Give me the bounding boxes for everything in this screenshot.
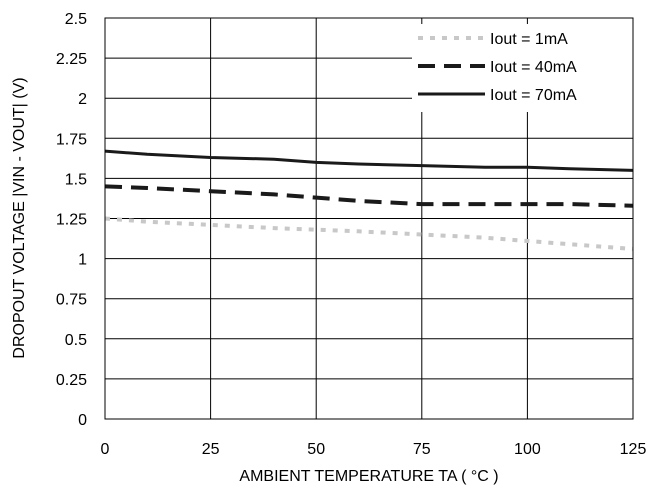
y-tick-labels: 0 0.25 0.5 0.75 1 1.25 1.5 1.75 2 2.25 2.5 [56, 11, 87, 429]
x-tick-label: 75 [413, 441, 431, 458]
series-line-dashed [104, 184, 634, 208]
series-line-dotted [104, 216, 634, 251]
y-tick-label: 2 [78, 91, 87, 108]
x-tick-labels: 0 25 50 75 100 125 [101, 441, 647, 458]
x-tick-label: 50 [307, 441, 325, 458]
series-line-solid [104, 149, 634, 172]
y-tick-label: 1.25 [56, 212, 87, 229]
plot-frame [104, 17, 634, 420]
legend-label: Iout = 70mA [490, 87, 577, 104]
legend-label: Iout = 40mA [490, 59, 577, 76]
y-tick-label: 0.75 [56, 292, 87, 309]
x-tick-label: 125 [620, 441, 647, 458]
x-tick-label: 0 [101, 441, 110, 458]
y-axis-label: DROPOUT VOLTAGE |VIN - VOUT| (V) [11, 77, 28, 358]
series-layer [104, 149, 634, 251]
x-axis-label: AMBIENT TEMPERATURE TA ( °C ) [239, 468, 498, 485]
y-tick-label: 1.5 [65, 171, 87, 188]
y-tick-label: 1.75 [56, 131, 87, 148]
x-tick-label: 25 [202, 441, 220, 458]
y-tick-label: 2.25 [56, 51, 87, 68]
y-tick-label: 1 [78, 252, 87, 269]
y-tick-label: 0.25 [56, 372, 87, 389]
legend-label: Iout = 1mA [490, 31, 568, 48]
y-tick-label: 2.5 [65, 11, 87, 28]
x-tick-label: 100 [514, 441, 541, 458]
legend: Iout = 1mA Iout = 40mA Iout = 70mA [412, 24, 634, 112]
y-tick-label: 0.5 [65, 332, 87, 349]
y-tick-label: 0 [78, 412, 87, 429]
